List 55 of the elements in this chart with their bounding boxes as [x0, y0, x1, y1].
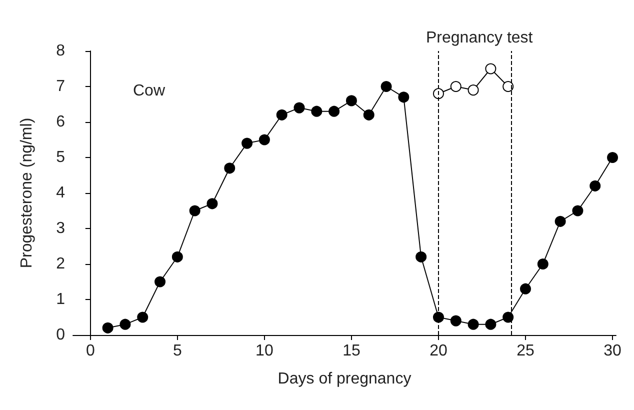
- point: [468, 84, 479, 96]
- point: [607, 152, 618, 163]
- text: Pregnancy test: [426, 30, 534, 46]
- point: [398, 92, 410, 103]
- point: [258, 134, 270, 146]
- point: [363, 109, 374, 120]
- x-tick-label: 5: [172, 342, 182, 360]
- x-tick-label: 0: [86, 342, 95, 360]
- point: [189, 205, 200, 216]
- x-tick-label: 25: [516, 342, 534, 360]
- y-tick-label: 0: [56, 326, 66, 344]
- y-tick-label: 6: [56, 114, 66, 130]
- point: [346, 95, 357, 106]
- point: [242, 138, 253, 149]
- point: [276, 109, 288, 120]
- point: [537, 258, 548, 270]
- x-tick-label: 20: [430, 342, 448, 360]
- point: [590, 180, 601, 192]
- point: [432, 88, 444, 100]
- x-tick-label: 15: [342, 342, 360, 360]
- point: [172, 251, 183, 262]
- y-tick-label: 8: [56, 42, 66, 60]
- y-tick-label: 7: [56, 78, 66, 95]
- point: [102, 322, 114, 334]
- point: [294, 102, 305, 114]
- point: [328, 106, 340, 117]
- point: [502, 312, 514, 323]
- y-tick-label: 5: [56, 149, 66, 166]
- point: [154, 276, 166, 288]
- x-tick-label: 30: [604, 342, 622, 360]
- point: [137, 312, 148, 323]
- point: [450, 315, 462, 326]
- y-tick-label: 1: [56, 291, 66, 308]
- point: [380, 81, 392, 92]
- y-axis-title: Progesterone (ng/ml): [18, 118, 36, 268]
- point: [485, 63, 496, 74]
- point: [485, 318, 496, 330]
- point: [572, 205, 584, 216]
- point: [432, 312, 444, 323]
- x-tick-label: 10: [256, 342, 274, 360]
- point: [502, 81, 514, 92]
- point: [468, 318, 479, 330]
- point: [206, 198, 218, 210]
- point: [224, 162, 236, 174]
- y-tick-label: 4: [56, 184, 66, 202]
- point: [520, 283, 531, 294]
- point: [120, 318, 131, 330]
- y-tick-label: 2: [56, 256, 66, 272]
- x-axis-title: Days of pregnancy: [278, 370, 412, 388]
- y-tick-label: 3: [56, 220, 66, 237]
- point: [416, 251, 427, 262]
- point: [450, 81, 462, 92]
- point: [554, 216, 566, 227]
- point: [311, 106, 322, 117]
- annotation: Cow: [133, 82, 166, 100]
